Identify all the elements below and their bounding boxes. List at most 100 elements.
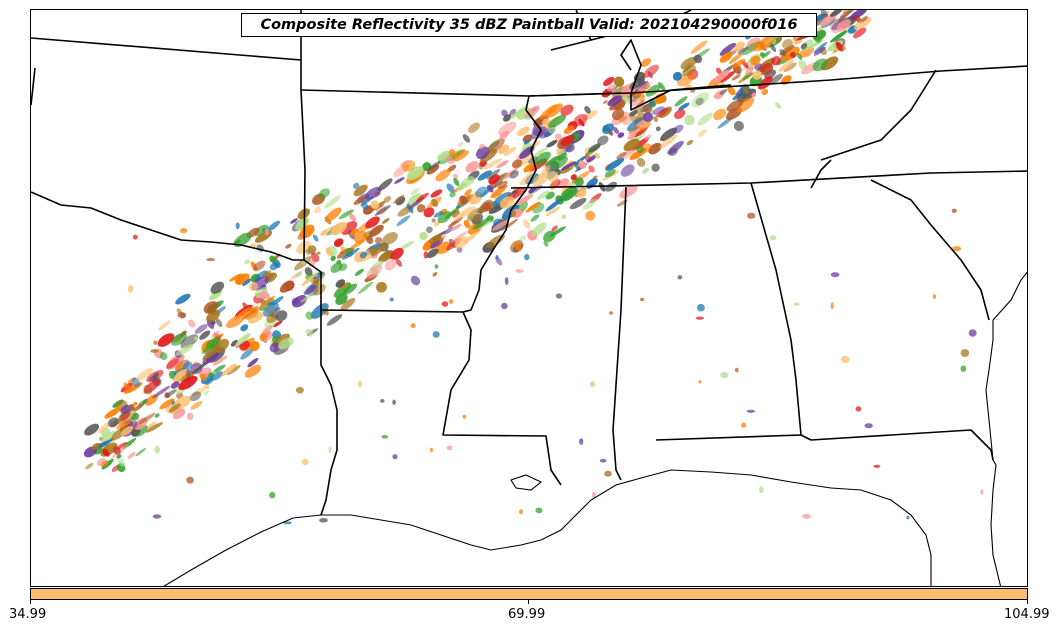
reflectivity-blob bbox=[382, 231, 398, 245]
reflectivity-blob bbox=[629, 109, 638, 117]
reflectivity-blob bbox=[728, 53, 743, 64]
reflectivity-blob bbox=[524, 105, 540, 119]
reflectivity-blob bbox=[752, 70, 762, 80]
reflectivity-blob bbox=[504, 277, 509, 286]
reflectivity-blob bbox=[279, 280, 294, 293]
reflectivity-blob bbox=[790, 51, 797, 58]
reflectivity-blob bbox=[726, 99, 744, 112]
reflectivity-blob bbox=[604, 470, 612, 477]
reflectivity-blob bbox=[448, 149, 456, 156]
reflectivity-blob bbox=[515, 269, 524, 273]
reflectivity-blob bbox=[353, 184, 368, 197]
reflectivity-blob bbox=[713, 69, 730, 83]
reflectivity-blob bbox=[170, 333, 187, 346]
reflectivity-blob bbox=[528, 186, 537, 194]
reflectivity-blob bbox=[643, 104, 653, 113]
reflectivity-blob bbox=[333, 282, 352, 298]
reflectivity-blob bbox=[127, 284, 134, 293]
reflectivity-blob bbox=[326, 314, 343, 326]
reflectivity-blob bbox=[230, 339, 239, 347]
reflectivity-blob bbox=[244, 364, 262, 378]
reflectivity-blob bbox=[189, 391, 202, 402]
reflectivity-blob bbox=[800, 43, 808, 50]
reflectivity-blob bbox=[574, 177, 584, 187]
reflectivity-blob bbox=[358, 380, 362, 388]
reflectivity-blob bbox=[698, 129, 708, 137]
reflectivity-blob bbox=[305, 249, 311, 255]
reflectivity-blob bbox=[960, 349, 970, 358]
reflectivity-blob bbox=[612, 126, 620, 134]
reflectivity-blob bbox=[303, 285, 317, 295]
reflectivity-blob bbox=[697, 112, 713, 126]
reflectivity-blob bbox=[517, 126, 530, 136]
reflectivity-blob bbox=[290, 218, 298, 224]
reflectivity-blob bbox=[91, 442, 100, 451]
reflectivity-blob bbox=[719, 51, 733, 63]
reflectivity-blob bbox=[737, 88, 757, 103]
reflectivity-blob bbox=[828, 18, 840, 26]
reflectivity-blob bbox=[592, 491, 596, 499]
reflectivity-blob bbox=[333, 238, 344, 247]
reflectivity-blob bbox=[132, 402, 145, 412]
reflectivity-blob bbox=[636, 82, 652, 93]
reflectivity-blob bbox=[516, 193, 534, 206]
reflectivity-blob bbox=[430, 189, 443, 198]
reflectivity-blob bbox=[371, 243, 388, 256]
reflectivity-blob bbox=[531, 222, 547, 236]
reflectivity-blob bbox=[546, 170, 559, 182]
reflectivity-blob bbox=[305, 311, 314, 320]
reflectivity-blob bbox=[313, 278, 320, 284]
reflectivity-blob bbox=[266, 312, 278, 324]
reflectivity-blob bbox=[410, 188, 420, 196]
reflectivity-blob bbox=[115, 420, 131, 430]
reflectivity-blob bbox=[623, 138, 640, 152]
reflectivity-blob bbox=[459, 195, 468, 205]
reflectivity-blob bbox=[519, 509, 523, 515]
reflectivity-blob bbox=[698, 380, 702, 384]
reflectivity-blob bbox=[796, 52, 803, 60]
reflectivity-blob bbox=[760, 65, 774, 76]
reflectivity-blob bbox=[503, 146, 517, 156]
reflectivity-blob bbox=[349, 228, 359, 237]
reflectivity-blob bbox=[829, 30, 848, 43]
reflectivity-blob bbox=[522, 219, 531, 229]
reflectivity-blob bbox=[493, 191, 512, 207]
reflectivity-blob bbox=[980, 489, 984, 495]
reflectivity-blob bbox=[258, 295, 276, 310]
reflectivity-blob bbox=[245, 307, 260, 320]
reflectivity-blob bbox=[242, 278, 252, 287]
reflectivity-blob bbox=[511, 189, 518, 195]
reflectivity-blob bbox=[860, 16, 868, 23]
reflectivity-blob bbox=[525, 201, 541, 213]
reflectivity-blob bbox=[341, 221, 358, 235]
reflectivity-blob bbox=[653, 116, 659, 123]
reflectivity-blob bbox=[642, 167, 649, 174]
reflectivity-blob bbox=[359, 251, 367, 259]
reflectivity-blob bbox=[368, 224, 384, 237]
reflectivity-blob bbox=[613, 76, 625, 87]
reflectivity-blob bbox=[932, 294, 937, 299]
reflectivity-blob bbox=[131, 413, 140, 421]
reflectivity-blob bbox=[495, 256, 503, 266]
reflectivity-blob bbox=[434, 264, 439, 269]
reflectivity-blob bbox=[209, 339, 221, 349]
reflectivity-blob bbox=[395, 258, 403, 267]
reflectivity-blob bbox=[586, 178, 598, 189]
reflectivity-blob bbox=[464, 189, 472, 196]
reflectivity-blob bbox=[453, 212, 465, 222]
reflectivity-blob bbox=[285, 243, 292, 249]
reflectivity-blob bbox=[769, 235, 777, 241]
reflectivity-blob bbox=[643, 64, 659, 78]
reflectivity-blob bbox=[320, 226, 335, 237]
reflectivity-blob bbox=[741, 422, 747, 428]
reflectivity-blob bbox=[269, 342, 281, 353]
reflectivity-blob bbox=[186, 412, 194, 421]
reflectivity-blob bbox=[127, 452, 136, 459]
reflectivity-blob bbox=[120, 404, 131, 414]
reflectivity-blob bbox=[235, 222, 240, 230]
reflectivity-blob bbox=[674, 109, 686, 119]
reflectivity-blob bbox=[451, 230, 468, 243]
reflectivity-blob bbox=[678, 102, 690, 111]
reflectivity-blob bbox=[731, 59, 746, 69]
reflectivity-blob bbox=[273, 320, 283, 328]
